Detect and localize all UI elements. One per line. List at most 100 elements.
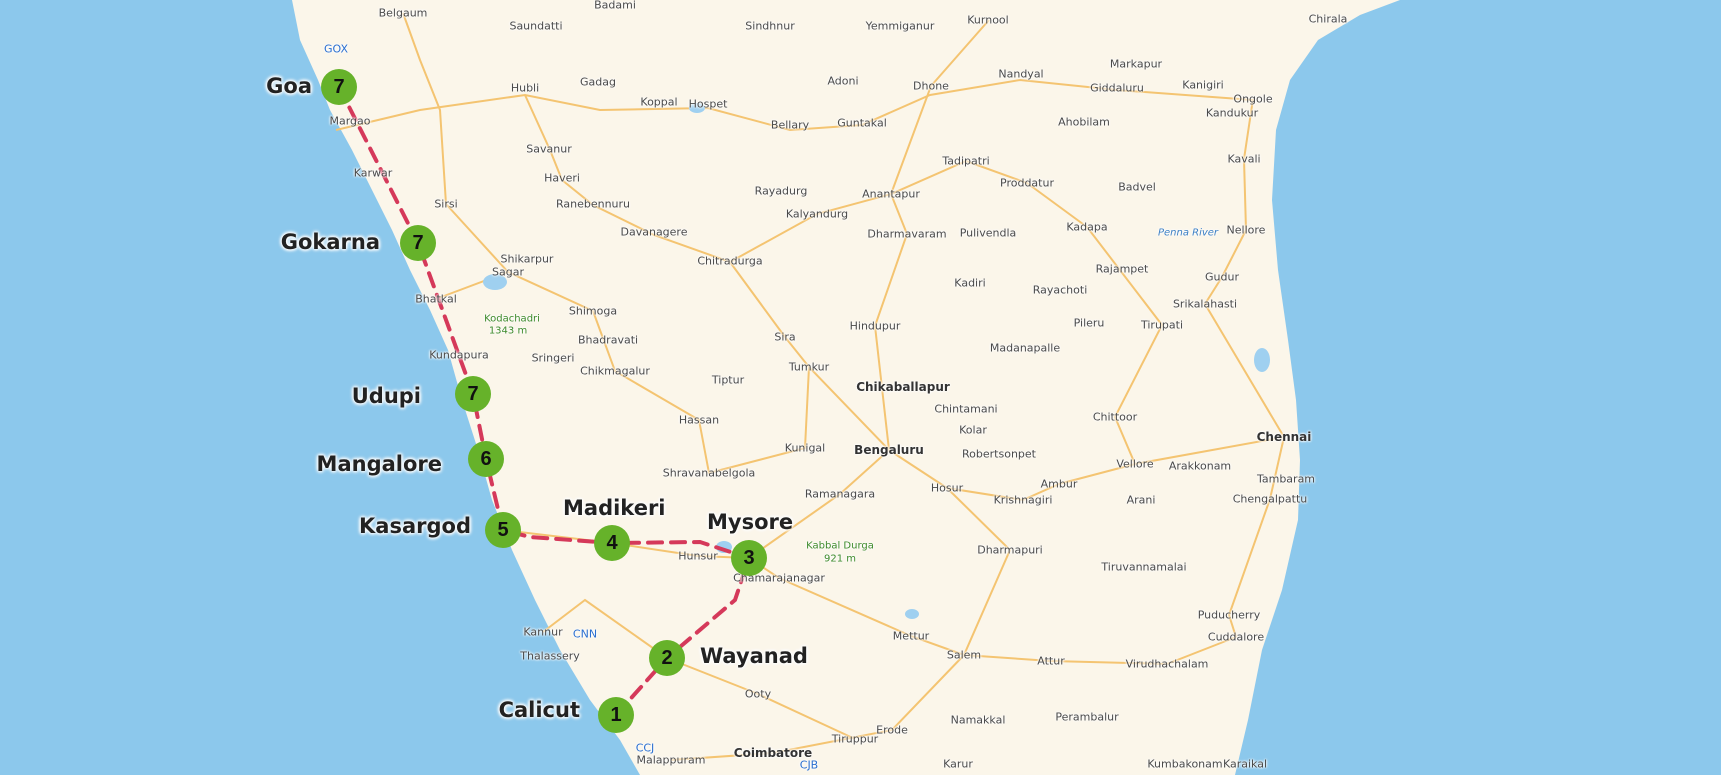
city-label-virudhachalam: Virudhachalam xyxy=(1125,657,1209,671)
city-label-adoni: Adoni xyxy=(827,74,859,88)
city-label-kandukur: Kandukur xyxy=(1205,106,1259,120)
city-label-haveri: Haveri xyxy=(544,171,580,185)
city-label-chitradurga: Chitradurga xyxy=(697,254,763,268)
city-label-nellore: Nellore xyxy=(1226,223,1266,237)
city-label-bellary: Bellary xyxy=(770,118,810,132)
city-label-karaikal: Karaikal xyxy=(1222,757,1268,771)
city-label-ooty: Ooty xyxy=(744,687,772,701)
city-label-thalassery: Thalassery xyxy=(520,649,580,663)
city-label-tambaram: Tambaram xyxy=(1256,472,1316,486)
city-label-kolar: Kolar xyxy=(959,423,987,437)
city-label-dharmavaram: Dharmavaram xyxy=(867,227,947,241)
stop-label-wayanad: Wayanad xyxy=(700,644,808,668)
city-label-rajampet: Rajampet xyxy=(1095,262,1149,276)
city-label-madanapalle: Madanapalle xyxy=(989,341,1061,355)
city-label-sindhnur: Sindhnur xyxy=(745,19,795,33)
city-label-davanagere: Davanagere xyxy=(620,225,688,239)
city-label-bhadravati: Bhadravati xyxy=(577,333,639,347)
city-label-ccj: CCJ xyxy=(635,741,655,755)
city-label-anantapur: Anantapur xyxy=(862,187,920,201)
city-label-cnn: CNN xyxy=(572,627,598,641)
city-label-kunigal: Kunigal xyxy=(784,441,826,455)
city-label-robertsonpet: Robertsonpet xyxy=(962,447,1036,461)
city-label-erode: Erode xyxy=(876,723,908,737)
city-label-karur: Karur xyxy=(943,757,973,771)
city-label-tadipatri: Tadipatri xyxy=(942,154,990,168)
city-label-shravanabelgola: Shravanabelgola xyxy=(662,466,756,480)
city-label-pulivendla: Pulivendla xyxy=(959,226,1017,240)
city-label-karwar: Karwar xyxy=(353,166,393,180)
city-label-cjb: CJB xyxy=(799,758,819,772)
city-label-bhatkal: Bhatkal xyxy=(415,292,457,306)
city-label-bengaluru: Bengaluru xyxy=(854,443,924,457)
city-label-ramanagara: Ramanagara xyxy=(804,487,876,501)
city-label-vellore: Vellore xyxy=(1116,457,1154,471)
stop-label-kasargod: Kasargod xyxy=(359,514,471,538)
city-label-salem: Salem xyxy=(946,648,982,662)
stop-marker-gokarna[interactable]: 7 xyxy=(400,225,436,261)
city-label-kanigiri: Kanigiri xyxy=(1182,78,1224,92)
city-label-kalyandurg: Kalyandurg xyxy=(785,207,849,221)
city-label-krishnagiri: Krishnagiri xyxy=(993,493,1053,507)
city-label-tumkur: Tumkur xyxy=(788,360,830,374)
city-label-kadiri: Kadiri xyxy=(954,276,986,290)
city-label-shimoga: Shimoga xyxy=(568,304,618,318)
city-label-ahobilam: Ahobilam xyxy=(1058,115,1110,129)
city-label-srikalahasti: Srikalahasti xyxy=(1172,297,1238,311)
city-label-921-m: 921 m xyxy=(823,553,857,565)
city-label-saundatti: Saundatti xyxy=(509,19,563,33)
city-label-chirala: Chirala xyxy=(1308,12,1348,26)
city-label-rayadurg: Rayadurg xyxy=(754,184,808,198)
city-label-markapur: Markapur xyxy=(1109,57,1163,71)
stop-marker-goa[interactable]: 7 xyxy=(321,69,357,105)
stop-marker-madikeri[interactable]: 4 xyxy=(594,525,630,561)
city-label-shikarpur: Shikarpur xyxy=(500,252,554,266)
stop-marker-mysore[interactable]: 3 xyxy=(731,540,767,576)
city-label-dharmapuri: Dharmapuri xyxy=(977,543,1043,557)
city-label-coimbatore: Coimbatore xyxy=(733,746,813,760)
city-label-kumbakonam: Kumbakonam xyxy=(1147,757,1223,771)
lakes xyxy=(483,103,1270,619)
city-label-attur: Attur xyxy=(1037,654,1065,668)
city-label-hassan: Hassan xyxy=(678,413,720,427)
city-label-kodachadri: Kodachadri xyxy=(484,313,540,325)
city-label-1343-m: 1343 m xyxy=(488,325,528,337)
city-label-puducherry: Puducherry xyxy=(1197,608,1261,622)
city-label-sagar: Sagar xyxy=(492,265,524,279)
city-label-namakkal: Namakkal xyxy=(950,713,1006,727)
city-label-kundapura: Kundapura xyxy=(429,348,489,362)
city-label-kadapa: Kadapa xyxy=(1066,220,1108,234)
city-label-rayachoti: Rayachoti xyxy=(1032,283,1088,297)
city-label-proddatur: Proddatur xyxy=(1000,176,1054,190)
city-label-yemmiganur: Yemmiganur xyxy=(865,19,935,33)
roads xyxy=(335,12,1286,761)
city-label-cuddalore: Cuddalore xyxy=(1207,630,1265,644)
city-label-penna-river: Penna River xyxy=(1157,227,1219,239)
stop-label-mangalore: Mangalore xyxy=(316,452,442,476)
stop-marker-calicut[interactable]: 1 xyxy=(598,697,634,733)
city-label-ranebennuru: Ranebennuru xyxy=(555,197,631,211)
city-label-dhone: Dhone xyxy=(913,79,949,93)
city-label-perambalur: Perambalur xyxy=(1055,710,1119,724)
stop-marker-kasargod[interactable]: 5 xyxy=(485,512,521,548)
city-label-chikaballapur: Chikaballapur xyxy=(856,380,950,394)
city-label-sira: Sira xyxy=(774,330,796,344)
stop-label-calicut: Calicut xyxy=(498,698,580,722)
stop-marker-wayanad[interactable]: 2 xyxy=(649,640,685,676)
city-label-ongole: Ongole xyxy=(1233,92,1273,106)
city-label-chamarajanagar: Chamarajanagar xyxy=(733,571,825,585)
city-label-chintamani: Chintamani xyxy=(934,402,998,416)
land xyxy=(292,0,1400,775)
city-label-kurnool: Kurnool xyxy=(967,13,1009,27)
city-label-kannur: Kannur xyxy=(523,625,563,639)
city-label-malappuram: Malappuram xyxy=(636,753,706,767)
city-label-guntakal: Guntakal xyxy=(837,116,887,130)
city-label-pileru: Pileru xyxy=(1073,316,1105,330)
city-label-chennai: Chennai xyxy=(1256,430,1312,444)
city-label-giddaluru: Giddaluru xyxy=(1090,81,1144,95)
stop-marker-mangalore[interactable]: 6 xyxy=(468,441,504,477)
city-label-badvel: Badvel xyxy=(1118,180,1156,194)
city-label-hosur: Hosur xyxy=(930,481,964,495)
stop-marker-udupi[interactable]: 7 xyxy=(455,376,491,412)
